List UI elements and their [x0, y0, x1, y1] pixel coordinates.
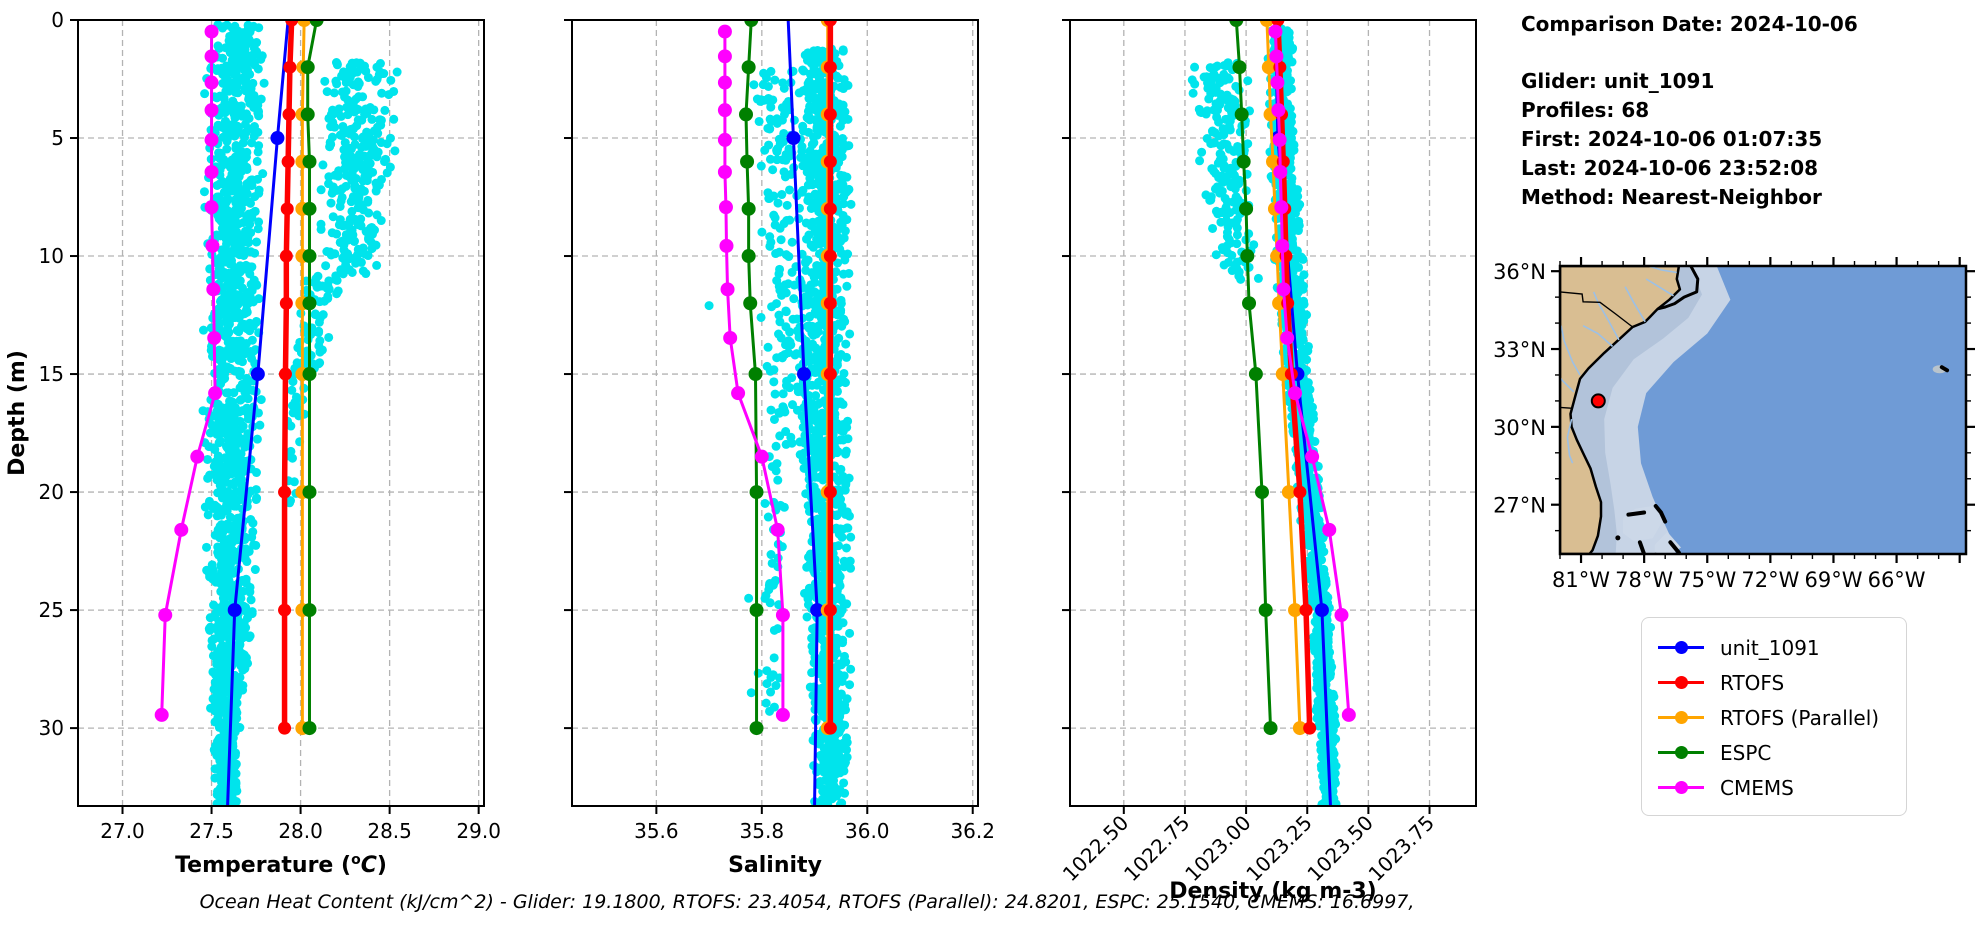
info-panel: Comparison Date: 2024-10-06 Glider: unit…: [1521, 10, 1858, 212]
legend-item-cmems: CMEMS: [1642, 770, 1906, 805]
legend-label: RTOFS (Parallel): [1720, 705, 1880, 730]
svg-text:35.6: 35.6: [634, 819, 679, 843]
legend-item-rtofs-parallel-: RTOFS (Parallel): [1642, 700, 1906, 735]
svg-text:10: 10: [39, 244, 64, 268]
island: [1653, 504, 1668, 524]
land-area: [1560, 266, 1682, 554]
glider-name-text: Glider: unit_1091: [1521, 69, 1715, 93]
location-map: 81°W 78°W 75°W 72°W 69°W 66°W36°N33°N30°N27°N: [1493, 257, 1975, 592]
svg-text:35.8: 35.8: [740, 819, 785, 843]
y-tick-labels: 0 5 10 15 20 25 30: [39, 8, 64, 740]
comparison-date-text: Comparison Date: 2024-10-06: [1521, 12, 1858, 36]
series-rtofs-line: [278, 20, 299, 735]
river: [1592, 291, 1620, 341]
island: [1626, 510, 1647, 517]
x-axis-label: Salinity: [728, 853, 822, 878]
river: [1645, 278, 1675, 297]
x-tick-labels: 27.0 27.5 28.0 28.5 29.0: [100, 819, 501, 843]
ocean-heat-content-text: Ocean Heat Content (kJ/cm^2) - Glider: 1…: [199, 891, 1415, 913]
svg-text:29.0: 29.0: [456, 819, 501, 843]
legend-line-marker-sample: [1658, 746, 1704, 760]
river: [1566, 418, 1574, 464]
legend-line-marker-sample: [1658, 711, 1704, 725]
first-profile-time-text: First: 2024-10-06 01:07:35: [1521, 127, 1823, 151]
river: [1648, 266, 1677, 274]
x-axis-label: Temperature (oC): [175, 852, 387, 878]
x-tick-labels: 1022.501022.751023.001023.251023.501023.…: [1058, 811, 1439, 886]
svg-text:30: 30: [39, 716, 64, 740]
legend-line-marker-sample: [1658, 676, 1704, 690]
legend-line-marker-sample: [1658, 781, 1704, 795]
svg-text:28.5: 28.5: [367, 819, 412, 843]
svg-text:28.0: 28.0: [278, 819, 323, 843]
axis-ticks: [564, 19, 974, 814]
legend-item-unit-1091: unit_1091: [1642, 630, 1906, 665]
svg-text:15: 15: [39, 362, 64, 386]
svg-text:20: 20: [39, 480, 64, 504]
svg-text:36.0: 36.0: [845, 819, 890, 843]
legend-item-espc: ESPC: [1642, 735, 1906, 770]
svg-text:27.0: 27.0: [100, 819, 145, 843]
river: [1624, 286, 1646, 323]
depth-axis-label: Depth (m): [5, 350, 30, 476]
series-legend: unit_1091 RTOFS RTOFS (Parallel) ESPC CMEMS: [1641, 617, 1907, 816]
legend-label: CMEMS: [1720, 775, 1794, 800]
legend-label: unit_1091: [1720, 635, 1820, 660]
glider-location-marker: [1590, 393, 1606, 409]
series-unit-1091-line: [226, 20, 290, 806]
island: [1637, 540, 1647, 554]
series-cmems-line: [154, 24, 223, 722]
svg-text:25: 25: [39, 598, 64, 622]
temperature-profile-plot: 27.0 27.5 28.0 28.5 29.0 0 5 10 15 20 25 30 Depth (m…: [5, 8, 501, 878]
series-unit-1091-line: [786, 20, 825, 806]
svg-text:0: 0: [51, 8, 64, 32]
profiles-count-text: Profiles: 68: [1521, 98, 1650, 122]
legend-label: RTOFS: [1720, 670, 1785, 695]
river: [1582, 324, 1614, 348]
state-border: [1560, 406, 1572, 409]
island: [1668, 540, 1681, 554]
river: [1560, 325, 1581, 376]
series-rtofs-line: [823, 20, 837, 735]
outer-banks-coastline: [1657, 266, 1700, 311]
map-ticks: [1551, 257, 1975, 563]
method-text: Method: Nearest-Neighbor: [1521, 185, 1822, 209]
bermuda-island: [1939, 365, 1950, 373]
salinity-profile-plot: 35.6 35.8 36.0 36.2 Salinity: [564, 19, 995, 878]
x-tick-labels: 35.6 35.8 36.0 36.2: [634, 819, 995, 843]
axis-ticks: [1062, 19, 1431, 814]
legend-item-rtofs: RTOFS: [1642, 665, 1906, 700]
legend-label: ESPC: [1720, 740, 1772, 765]
svg-text:5: 5: [51, 126, 64, 150]
last-profile-time-text: Last: 2024-10-06 23:52:08: [1521, 156, 1819, 180]
density-profile-plot: 1022.501022.751023.001023.251023.501023.…: [1058, 19, 1477, 904]
legend-line-marker-sample: [1658, 641, 1704, 655]
series-cmems-line: [717, 24, 790, 722]
map-tick-labels: 81°W 78°W 75°W 72°W 69°W 66°W36°N33°N30°N27°N: [1493, 260, 1926, 592]
glider-observation-scatter: [1187, 24, 1341, 806]
state-border: [1560, 291, 1634, 328]
series-cmems-line: [1268, 24, 1356, 722]
axis-ticks: [70, 19, 480, 814]
series-espc-line: [739, 20, 764, 736]
series-espc-line: [1229, 20, 1278, 736]
svg-text:27.5: 27.5: [189, 819, 234, 843]
x-axis-label: Density (kg m-3): [1169, 879, 1377, 904]
svg-text:36.2: 36.2: [950, 819, 995, 843]
series-espc-line: [300, 20, 324, 736]
series-rtofs-parallel--line: [1259, 20, 1307, 736]
